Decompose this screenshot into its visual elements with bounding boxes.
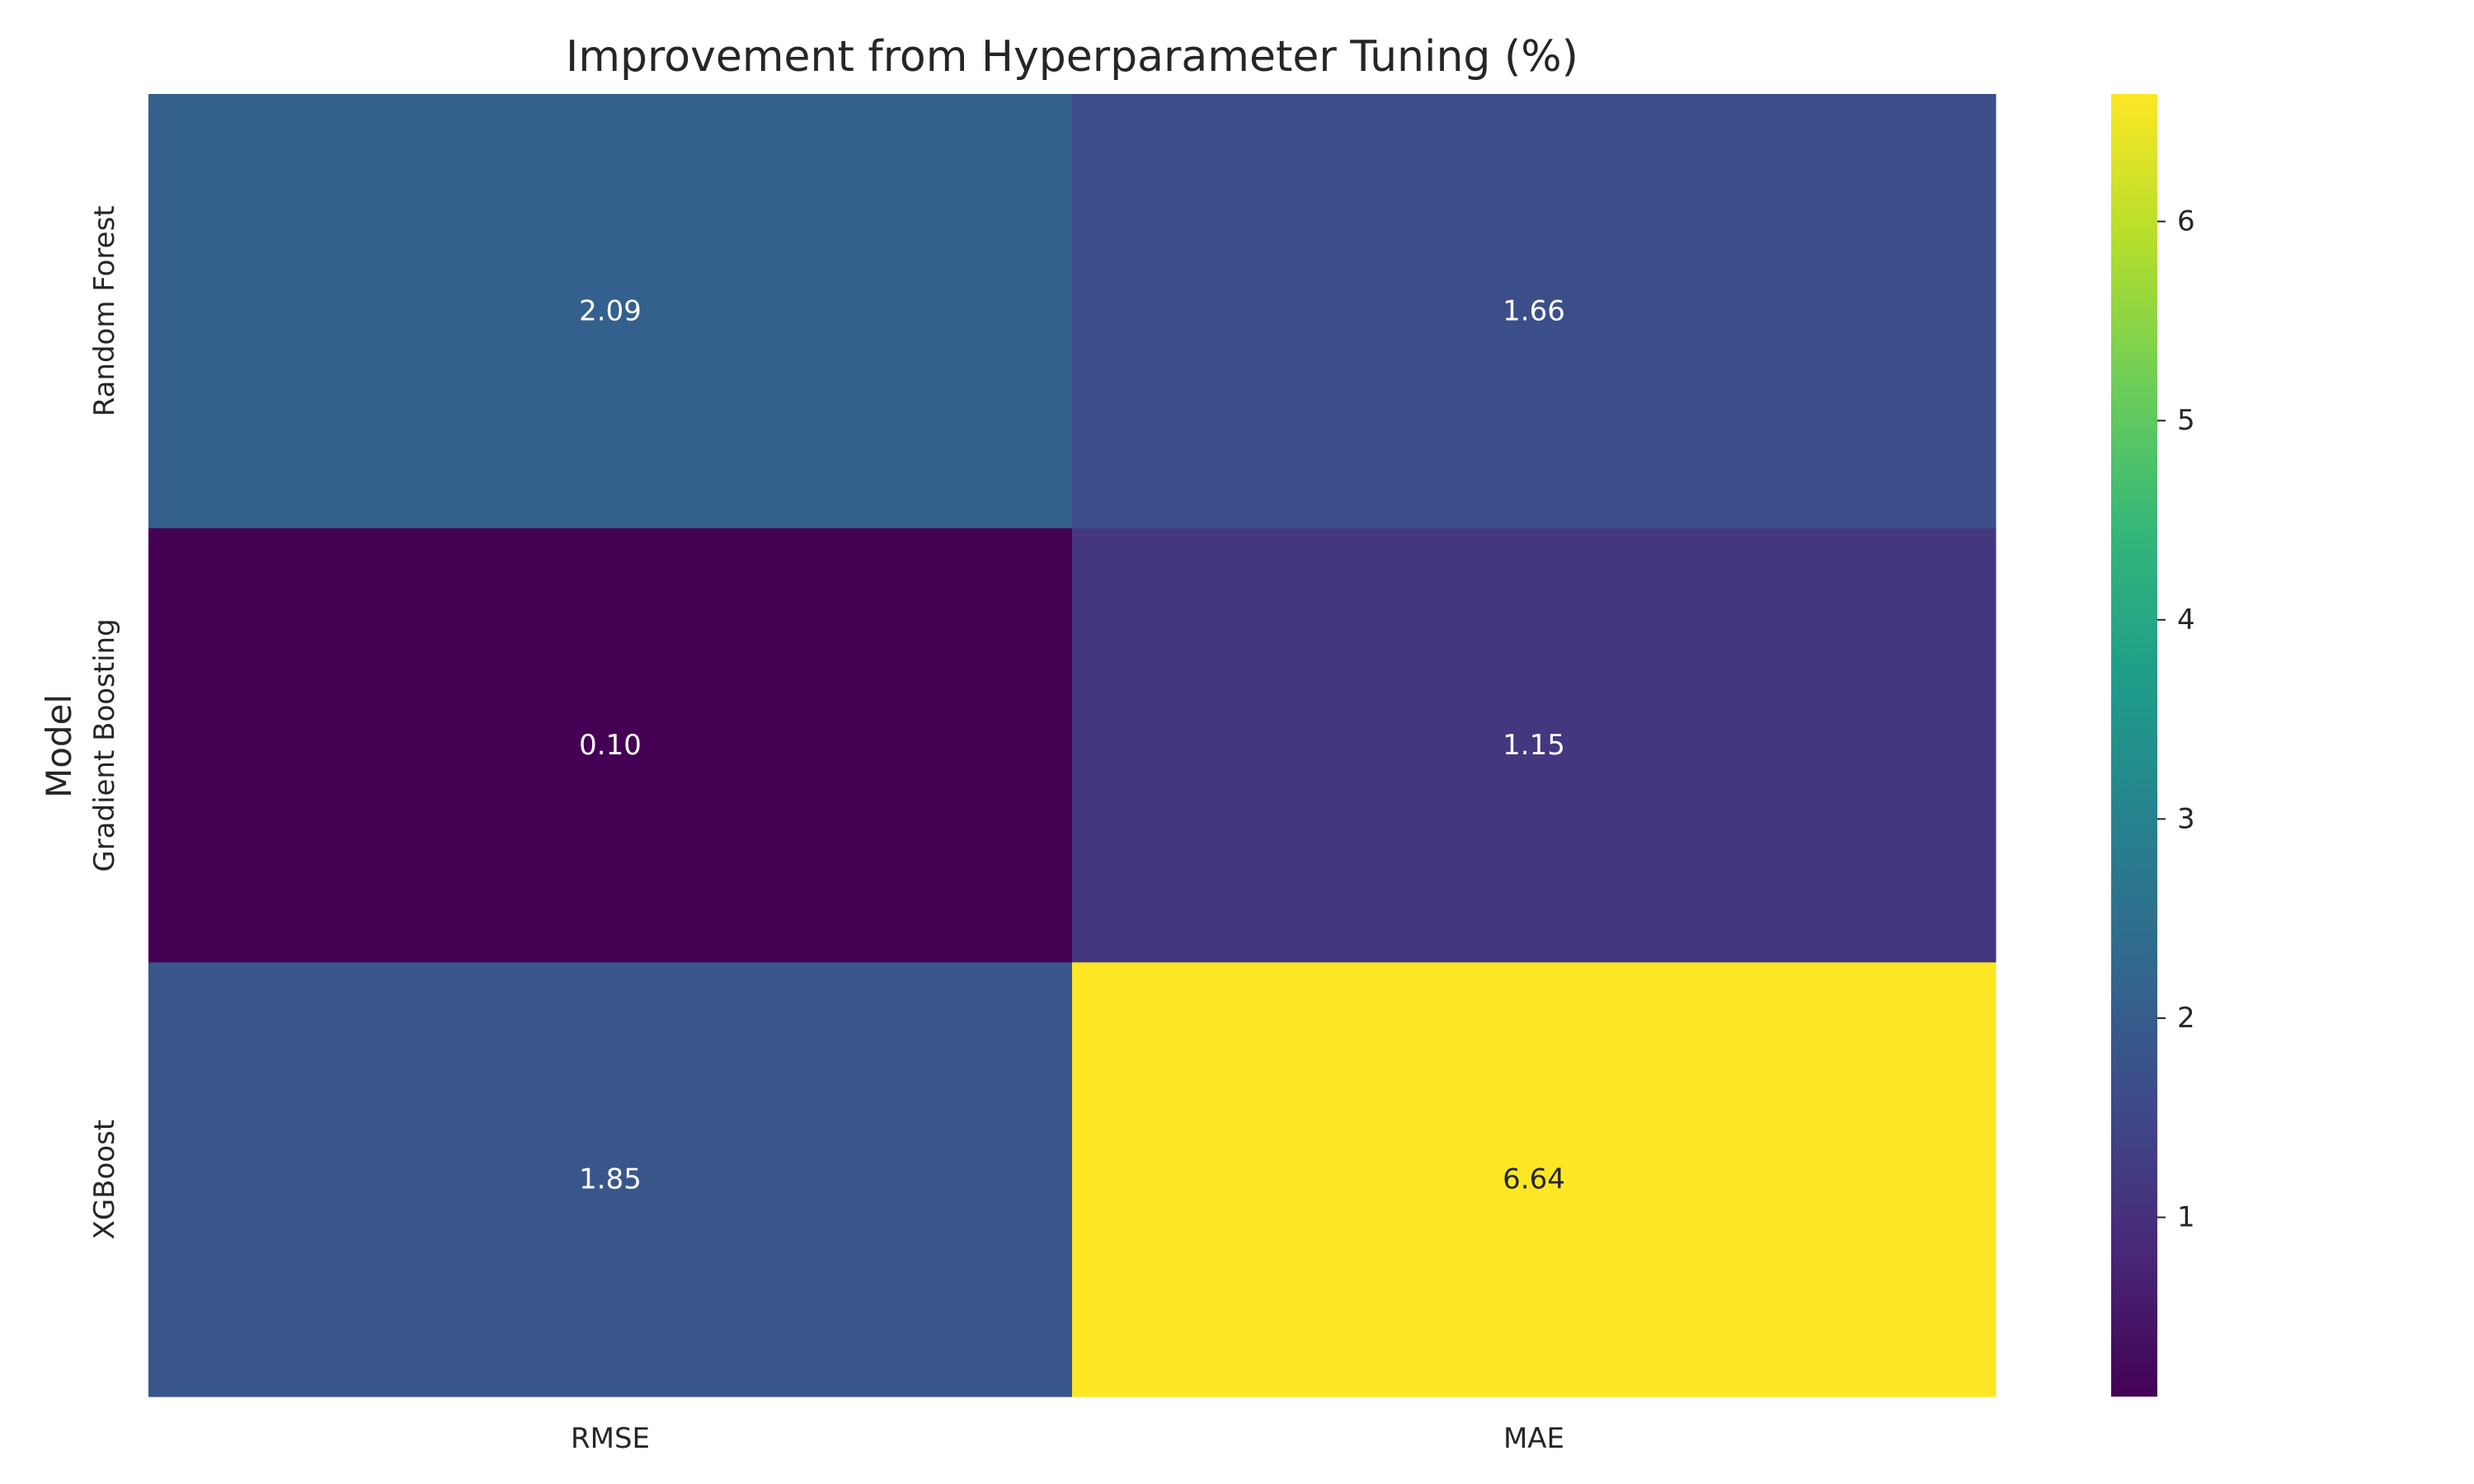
heatmap-cell <box>1072 528 1997 963</box>
heatmap-cell-label: 0.10 <box>579 729 642 762</box>
x-tick-label: MAE <box>1503 1422 1564 1455</box>
heatmap-cell-label: 2.09 <box>579 294 642 327</box>
x-axis-tick-labels: RMSE MAE <box>571 1422 1564 1455</box>
colorbar-tick-label: 1 <box>2177 1201 2195 1234</box>
colorbar-tick-label: 2 <box>2177 1002 2195 1035</box>
heatmap-cell <box>1072 94 1997 529</box>
y-tick-label: Random Forest <box>88 205 121 416</box>
colorbar-tick-label: 4 <box>2177 603 2195 636</box>
colorbar <box>2111 94 2157 1397</box>
colorbar-tick-label: 6 <box>2177 205 2195 238</box>
x-tick-label: RMSE <box>571 1422 650 1455</box>
colorbar-tick-label: 5 <box>2177 404 2195 437</box>
colorbar-ticks: 1 2 3 4 5 6 <box>2157 205 2195 1234</box>
y-axis-label: Model <box>39 694 79 798</box>
heatmap-cell-label: 1.66 <box>1503 294 1565 327</box>
heatmap-cell <box>148 528 1073 963</box>
y-tick-label: Gradient Boosting <box>88 618 121 871</box>
heatmap-cell-label: 6.64 <box>1503 1163 1565 1196</box>
heatmap-cell-labels: 2.09 1.66 0.10 1.15 1.85 6.64 <box>579 294 1565 1195</box>
heatmap-cells <box>148 94 1997 1397</box>
chart-title: Improvement from Hyperparameter Tuning (… <box>566 32 1578 82</box>
heatmap-cell-label: 1.15 <box>1503 729 1565 762</box>
y-axis-tick-labels: Random Forest Gradient Boosting XGBoost <box>88 205 121 1239</box>
heatmap-cell <box>148 962 1073 1397</box>
heatmap-cell <box>1072 962 1997 1397</box>
y-tick-label: XGBoost <box>88 1120 121 1240</box>
heatmap-cell-label: 1.85 <box>579 1163 642 1196</box>
heatmap-cell <box>148 94 1073 529</box>
colorbar-tick-label: 3 <box>2177 802 2195 835</box>
